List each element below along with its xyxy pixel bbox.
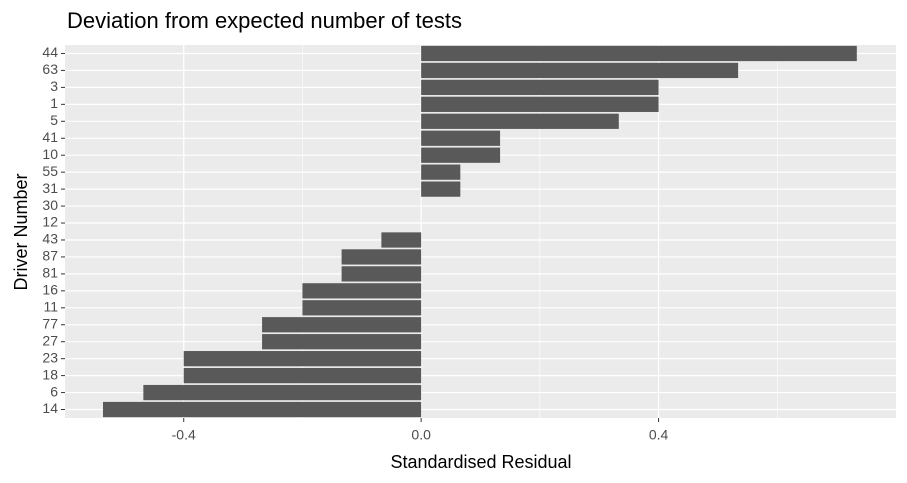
bar (421, 79, 659, 96)
y-tick-label: 87 (42, 248, 58, 264)
y-tick-label: 10 (42, 146, 58, 162)
y-tick-label: 18 (42, 366, 58, 382)
y-tick-label: 11 (43, 298, 58, 314)
bar (421, 45, 857, 62)
bar (421, 147, 501, 163)
y-tick-label: 63 (42, 61, 58, 77)
y-tick-label: 30 (42, 197, 58, 213)
x-tick-label: 0.0 (411, 427, 431, 443)
y-tick-label: 55 (42, 163, 58, 179)
bar (302, 300, 422, 316)
bar (341, 266, 422, 282)
bar (262, 334, 422, 350)
y-tick-label: 16 (42, 282, 58, 298)
bar (421, 62, 739, 79)
chart-title: Deviation from expected number of tests (67, 8, 462, 33)
bar (183, 351, 422, 367)
bar (262, 317, 422, 333)
x-axis-title: Standardised Residual (390, 452, 571, 472)
y-tick-label: 6 (50, 383, 58, 399)
y-tick-label: 3 (50, 78, 58, 94)
bar (302, 283, 422, 299)
bar (421, 164, 461, 180)
bar (381, 232, 422, 248)
y-tick-label: 44 (42, 44, 58, 60)
bar (421, 96, 659, 112)
bar (183, 367, 422, 384)
bar (341, 249, 422, 265)
y-tick-label: 12 (42, 214, 58, 230)
y-tick-label: 14 (42, 400, 58, 416)
bar (143, 384, 422, 401)
y-tick-label: 1 (50, 95, 58, 111)
y-axis-title: Driver Number (11, 173, 31, 290)
bar (421, 130, 501, 146)
y-tick-label: 31 (42, 180, 58, 196)
y-tick-label: 81 (42, 265, 58, 281)
x-tick-label: 0.4 (649, 427, 669, 443)
y-tick-label: 5 (50, 112, 58, 128)
y-tick-label: 23 (42, 349, 58, 365)
y-tick-label: 41 (42, 129, 58, 145)
bar (421, 113, 619, 129)
y-tick-label: 27 (42, 332, 58, 348)
y-tick-label: 77 (42, 315, 58, 331)
y-tick-label: 43 (42, 231, 58, 247)
x-tick-label: -0.4 (172, 427, 196, 443)
bar (102, 401, 422, 418)
bar (421, 181, 461, 197)
